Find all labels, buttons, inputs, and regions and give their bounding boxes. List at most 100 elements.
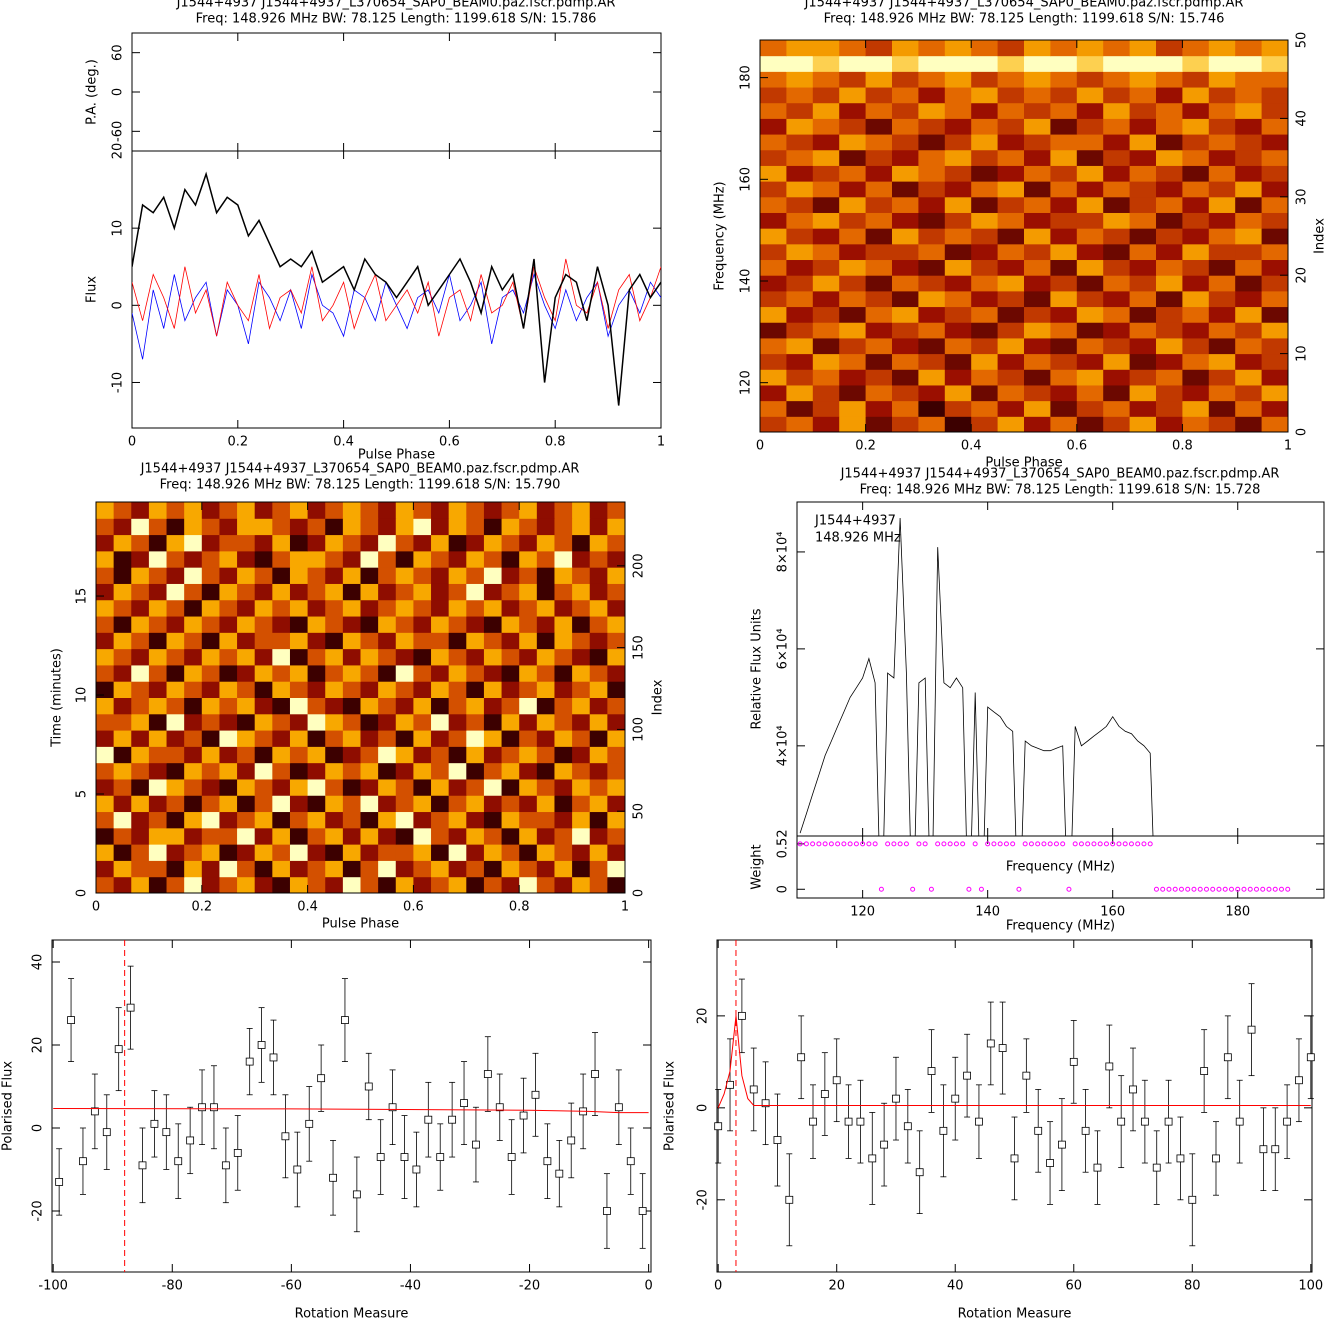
heatmap-cell	[325, 762, 344, 780]
heatmap-cell	[272, 697, 291, 715]
heatmap-cell	[1076, 275, 1104, 292]
heatmap-cell	[1076, 306, 1104, 323]
heatmap-cell	[431, 811, 450, 829]
weight-point	[972, 841, 978, 847]
heatmap-cell	[448, 844, 467, 861]
heatmap-cell	[272, 811, 291, 829]
heatmap-cell	[219, 664, 238, 682]
heatmap-cell	[1156, 228, 1183, 245]
heatmap-cell	[1103, 259, 1131, 276]
heatmap-cell	[113, 730, 132, 747]
heatmap-cell	[572, 567, 591, 584]
data-point	[186, 1136, 195, 1145]
heatmap-cell	[1261, 243, 1289, 261]
heatmap-cell	[131, 713, 150, 731]
heatmap-cell	[1235, 212, 1263, 229]
weight-point	[910, 886, 916, 892]
data-point	[460, 1099, 468, 1107]
heatmap-cell	[760, 212, 787, 229]
weight-point	[1278, 886, 1284, 892]
heatmap-cell	[865, 134, 893, 151]
heatmap-cell	[1129, 165, 1157, 182]
heatmap-cell	[1129, 290, 1157, 308]
y-tick-label: 50	[1295, 32, 1310, 49]
heatmap-cell	[971, 228, 999, 245]
heatmap-cell	[272, 583, 291, 601]
heatmap-cell	[184, 518, 203, 536]
heatmap-cell	[1182, 134, 1210, 151]
heatmap-cell	[1129, 322, 1157, 339]
weight-point	[803, 841, 809, 847]
heatmap-cell	[96, 664, 115, 682]
heatmap-cell	[483, 648, 503, 666]
heatmap-cell	[131, 599, 150, 617]
heatmap-cell	[607, 876, 626, 894]
heatmap-cell	[431, 534, 450, 552]
heatmap-cell	[839, 384, 867, 402]
heatmap-cell	[944, 165, 972, 182]
heatmap-cell	[1103, 228, 1131, 245]
heatmap-cell	[607, 616, 626, 633]
heatmap-cell	[572, 844, 591, 861]
heatmap-cell	[431, 713, 450, 731]
weight-point	[1041, 841, 1047, 847]
heatmap-cell	[1024, 134, 1051, 151]
heatmap-cell	[483, 811, 503, 829]
heatmap-cell	[448, 730, 467, 747]
heatmap-cell	[572, 550, 591, 568]
heatmap-cell	[360, 827, 379, 845]
y-tick-label: -10	[111, 372, 126, 393]
data-point	[436, 1153, 445, 1161]
heatmap-cell	[1076, 149, 1104, 166]
heatmap-cell	[307, 876, 326, 894]
weight-point	[1028, 841, 1034, 847]
heatmap-cell	[1129, 369, 1157, 386]
heatmap-cell	[865, 290, 893, 308]
heatmap-cell	[1182, 228, 1210, 245]
heatmap-cell	[413, 534, 432, 552]
heatmap-cell	[501, 844, 520, 861]
heatmap-cell	[395, 681, 414, 698]
heatmap-cell	[289, 778, 309, 796]
heatmap-cell	[466, 860, 485, 878]
weight-point	[985, 841, 991, 847]
heatmap-cell	[839, 181, 867, 198]
data-point	[737, 1011, 746, 1020]
heatmap-cell	[272, 518, 291, 536]
heatmap-cell	[536, 827, 555, 845]
weight-point	[1253, 886, 1259, 892]
x-tick-label: 0.6	[1066, 439, 1087, 454]
data-point	[1295, 1076, 1303, 1085]
heatmap-cell	[1050, 118, 1078, 135]
data-point	[761, 1099, 770, 1108]
weight-point	[891, 841, 897, 847]
heatmap-cell	[997, 259, 1025, 276]
heatmap-cell	[272, 599, 291, 617]
heatmap-cell	[448, 550, 467, 568]
heatmap-cell	[483, 550, 503, 568]
heatmap-cell	[395, 762, 414, 780]
heatmap-cell	[113, 599, 132, 617]
heatmap-cell	[812, 416, 840, 433]
heatmap-cell	[944, 416, 972, 433]
heatmap-cell	[1024, 259, 1051, 276]
heatmap-cell	[289, 795, 309, 813]
heatmap-cell	[760, 322, 787, 339]
heatmap-cell	[1076, 196, 1104, 213]
heatmap-cell	[501, 583, 520, 601]
heatmap-cell	[607, 583, 626, 601]
heatmap-cell	[519, 632, 538, 650]
heatmap-cell	[342, 697, 361, 715]
heatmap-cell	[1050, 228, 1078, 245]
heatmap-cell	[360, 697, 379, 715]
heatmap-cell	[1235, 322, 1263, 339]
heatmap-cell	[448, 616, 467, 633]
heatmap-cell	[148, 583, 168, 601]
heatmap-cell	[1050, 181, 1078, 198]
heatmap-cell	[325, 534, 344, 552]
heatmap-cell	[1261, 212, 1289, 229]
weight-point	[1110, 841, 1116, 847]
data-point	[79, 1157, 87, 1166]
heatmap-cell	[997, 416, 1025, 433]
heatmap-cell	[1103, 181, 1131, 198]
